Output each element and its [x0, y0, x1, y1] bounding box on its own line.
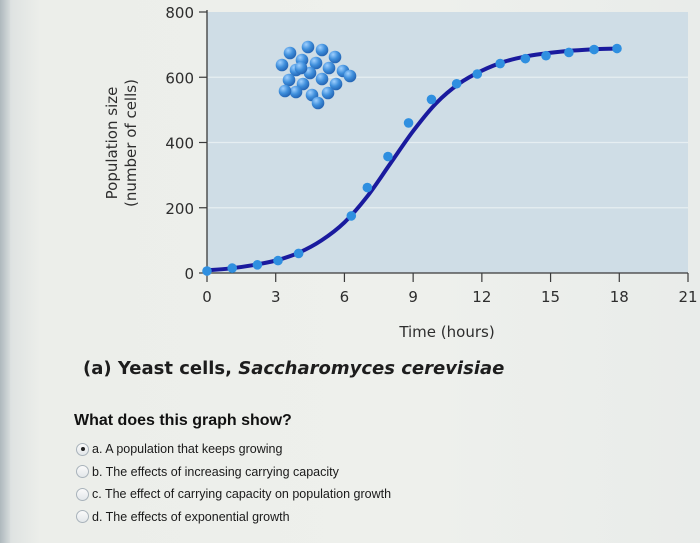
option-label: a. A population that keeps growing	[92, 442, 283, 457]
yeast-cell	[343, 69, 357, 83]
population-growth-chart: 0 200 400 600 800 0 3 6 9 12 15 18 21 Population si…	[103, 4, 698, 341]
data-point	[403, 118, 414, 128]
option-label: d. The effects of exponential growth	[92, 509, 290, 524]
radio-button[interactable]	[76, 487, 89, 501]
caption-species: Saccharomyces cerevisiae	[238, 358, 505, 379]
x-tick-label: 15	[541, 288, 560, 306]
data-point	[472, 69, 483, 79]
option-label: b. The effects of increasing carrying ca…	[92, 464, 339, 479]
data-point	[451, 78, 462, 89]
yeast-cell	[322, 61, 336, 75]
radio-button[interactable]	[76, 510, 89, 524]
yeast-cell	[275, 58, 289, 72]
radio-button-selected[interactable]	[76, 442, 89, 456]
option-b[interactable]: b. The effects of increasing carrying ca…	[76, 461, 391, 484]
yeast-cell	[301, 40, 315, 54]
option-a[interactable]: a. A population that keeps growing	[76, 438, 391, 461]
data-point	[346, 211, 357, 221]
yeast-cell	[321, 86, 335, 100]
data-point	[520, 53, 531, 64]
yeast-cell	[289, 85, 303, 99]
data-point	[383, 151, 393, 162]
y-axis-title: Population size	[103, 87, 121, 200]
data-point	[541, 50, 551, 61]
x-tick-label: 18	[610, 288, 629, 306]
x-tick-label: 0	[202, 288, 212, 306]
data-point	[426, 94, 437, 105]
option-c[interactable]: c. The effect of carrying capacity on po…	[76, 483, 391, 506]
y-tick-label: 800	[165, 4, 194, 22]
data-point	[564, 47, 574, 58]
x-axis-title: Time (hours)	[398, 323, 494, 341]
figure-caption: (a) Yeast cells, Saccharomyces cerevisia…	[83, 358, 504, 379]
x-tick-label: 3	[271, 288, 281, 306]
screen-edge	[0, 0, 10, 543]
y-tick-label: 0	[184, 265, 194, 283]
yeast-cell	[294, 61, 308, 75]
data-point	[227, 263, 237, 273]
data-point	[202, 266, 212, 276]
y-tick-label: 400	[165, 135, 194, 153]
data-point	[362, 182, 373, 193]
x-tick-label: 6	[340, 288, 350, 306]
yeast-cell-cluster-icon	[275, 40, 357, 110]
data-point	[273, 255, 283, 266]
x-tick-label: 12	[472, 288, 491, 306]
data-point	[293, 248, 304, 259]
yeast-cell	[328, 50, 342, 64]
radio-button[interactable]	[76, 465, 89, 479]
x-tick-label: 9	[408, 288, 418, 306]
yeast-cell	[282, 73, 296, 87]
data-points	[202, 43, 622, 276]
yeast-cell	[315, 72, 329, 86]
x-tick-label: 21	[678, 288, 697, 306]
quiz-question: What does this graph show?	[74, 412, 292, 429]
option-d[interactable]: d. The effects of exponential growth	[76, 506, 391, 529]
y-axis-subtitle: (number of cells)	[122, 79, 140, 207]
yeast-cell	[283, 46, 297, 60]
data-point	[252, 260, 263, 270]
data-point	[612, 43, 622, 54]
caption-prefix: (a) Yeast cells,	[83, 358, 239, 379]
y-axis-tick-labels: 0 200 400 600 800	[165, 4, 194, 283]
y-tick-label: 600	[165, 69, 194, 87]
answer-options: a. A population that keeps growing b. Th…	[76, 438, 391, 528]
y-tick-label: 200	[165, 200, 194, 218]
yeast-cell	[278, 84, 292, 98]
data-point	[495, 58, 505, 69]
yeast-cell	[311, 96, 325, 110]
axes	[199, 10, 689, 282]
data-point	[589, 44, 599, 55]
yeast-cell	[329, 77, 343, 91]
x-axis-tick-labels: 0 3 6 9 12 15 18 21	[202, 288, 697, 306]
option-label: c. The effect of carrying capacity on po…	[92, 487, 392, 502]
yeast-cell	[309, 56, 323, 70]
yeast-cell	[315, 43, 329, 57]
